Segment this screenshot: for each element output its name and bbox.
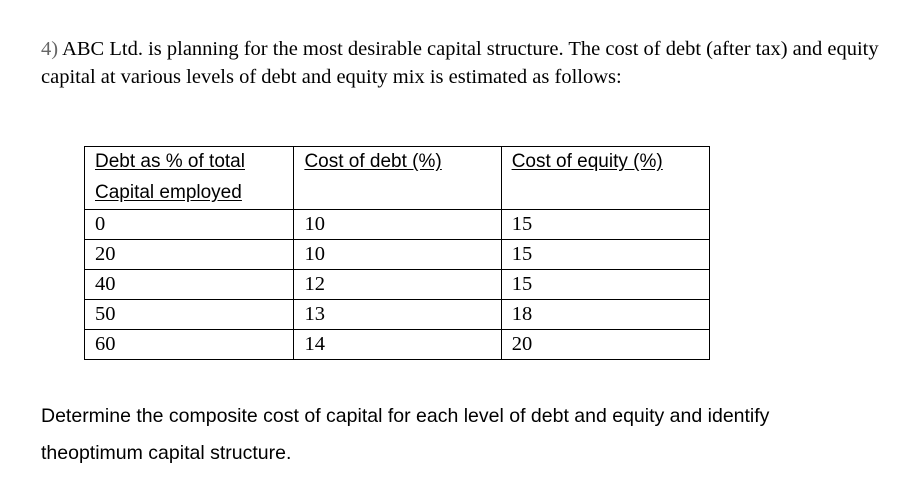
header-debt-line1: Debt as % of total — [95, 151, 245, 172]
header-cost-of-equity-label: Cost of equity (%) — [511, 151, 663, 172]
intro-text: ABC Ltd. is planning for the most desira… — [41, 38, 879, 88]
cell-cost-of-equity: 15 — [500, 209, 711, 240]
table-row: 20 10 15 — [83, 239, 711, 270]
cell-debt-percent: 20 — [83, 239, 295, 270]
question-line-1: Determine the composite cost of capital … — [41, 405, 770, 427]
table-row: 0 10 15 — [83, 209, 711, 240]
question-number: 4) — [41, 38, 59, 60]
cell-debt-percent: 50 — [83, 299, 295, 330]
intro-paragraph: 4) ABC Ltd. is planning for the most des… — [41, 35, 881, 91]
cell-cost-of-debt: 13 — [293, 299, 502, 330]
cell-cost-of-equity: 15 — [500, 239, 711, 270]
header-cost-of-equity: Cost of equity (%) — [500, 146, 711, 210]
header-debt-percent: Debt as % of total Capital employed — [83, 146, 295, 210]
cell-cost-of-debt: 12 — [293, 269, 502, 300]
cell-cost-of-debt: 10 — [293, 209, 502, 240]
table-row: 40 12 15 — [83, 269, 711, 300]
table-header-row: Debt as % of total Capital employed Cost… — [83, 146, 711, 210]
cell-cost-of-equity: 20 — [500, 329, 711, 360]
table-row: 50 13 18 — [83, 299, 711, 330]
header-cost-of-debt-label: Cost of debt (%) — [304, 151, 442, 172]
header-cost-of-debt: Cost of debt (%) — [293, 146, 502, 210]
cell-debt-percent: 0 — [83, 209, 295, 240]
question-paragraph: Determine the composite cost of capital … — [41, 398, 891, 472]
cell-debt-percent: 60 — [83, 329, 295, 360]
table-row: 60 14 20 — [83, 329, 711, 360]
cell-cost-of-debt: 10 — [293, 239, 502, 270]
question-line-2: theoptimum capital structure. — [41, 442, 292, 464]
cell-cost-of-equity: 15 — [500, 269, 711, 300]
capital-structure-table: Debt as % of total Capital employed Cost… — [83, 146, 711, 360]
header-debt-line2: Capital employed — [95, 182, 242, 203]
cell-debt-percent: 40 — [83, 269, 295, 300]
cell-cost-of-debt: 14 — [293, 329, 502, 360]
cell-cost-of-equity: 18 — [500, 299, 711, 330]
